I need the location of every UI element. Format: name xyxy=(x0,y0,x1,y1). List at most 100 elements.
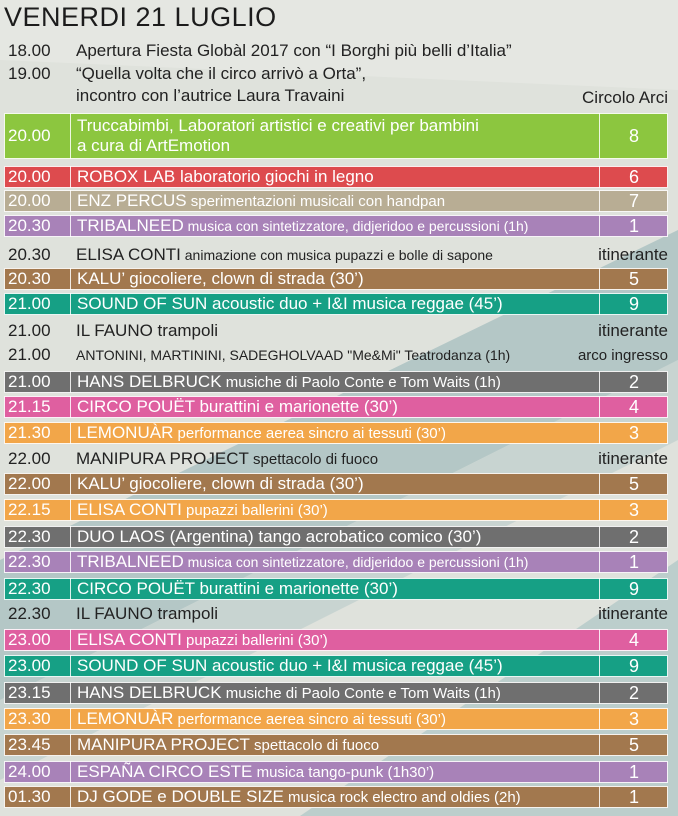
event-name: IL FAUNO trampoli xyxy=(76,604,219,623)
venue-number: 1 xyxy=(628,215,639,236)
event-description: HANS DELBRUCK musiche di Paolo Conte e T… xyxy=(70,682,600,704)
event-name: LEMONUÀR xyxy=(77,423,174,442)
event-description: SOUND OF SUN acoustic duo + I&I musica r… xyxy=(70,655,600,677)
event-detail: musica tango-punk (1h30’) xyxy=(252,764,435,781)
event-time: 20.00 xyxy=(8,126,51,145)
event-time: 18.00 xyxy=(8,41,51,60)
event-name: ROBOX LAB laboratorio giochi in legno xyxy=(77,167,374,186)
event-description: HANS DELBRUCK musiche di Paolo Conte e T… xyxy=(70,371,600,393)
venue-number: 1 xyxy=(628,761,639,782)
event-name: TRIBALNEED xyxy=(77,216,184,235)
event-name: DUO LAOS (Argentina) tango acrobatico co… xyxy=(77,527,482,546)
event-description: MANIPURA PROJECT spettacolo di fuoco xyxy=(70,734,600,756)
schedule-row: 21.00 SOUND OF SUN acoustic duo + I&I mus… xyxy=(4,293,668,315)
schedule-row: 22.30 CIRCO POUËT burattini e marionette … xyxy=(4,578,668,600)
event-time: 21.00 xyxy=(8,294,51,313)
event-time: 21.00 xyxy=(8,345,51,364)
venue-number: 9 xyxy=(628,655,639,676)
event-description: TRIBALNEED musica con sintetizzatore, di… xyxy=(70,215,600,237)
schedule-row: 22.30 IL FAUNO trampoli itinerante xyxy=(4,603,668,625)
event-description: ELISA CONTI pupazzi ballerini (30’) xyxy=(70,499,600,521)
event-time: 20.00 xyxy=(8,191,51,210)
venue-number: 4 xyxy=(628,629,639,650)
schedule-row: 22.15 ELISA CONTI pupazzi ballerini (30’)… xyxy=(4,499,668,521)
schedule-row: 21.00 ANTONINI, MARTININI, SADEGHOLVAAD "… xyxy=(4,344,668,366)
event-detail: musica con sintetizzatore, didjeridoo e … xyxy=(183,554,529,570)
venue-label: itinerante xyxy=(598,449,668,468)
venue-number: 5 xyxy=(628,268,639,289)
event-name: ESPAÑA CIRCO ESTE xyxy=(77,762,253,781)
venue-label: itinerante xyxy=(598,604,668,623)
venue-number: 2 xyxy=(628,682,639,703)
event-name: ELISA CONTI xyxy=(77,630,182,649)
schedule-row: 21.00 HANS DELBRUCK musiche di Paolo Cont… xyxy=(4,371,668,393)
event-time: 22.30 xyxy=(8,552,51,571)
event-time: 20.30 xyxy=(8,269,51,288)
venue-label: itinerante xyxy=(598,321,668,340)
event-description: ANTONINI, MARTININI, SADEGHOLVAAD "Me&Mi… xyxy=(70,344,668,366)
venue-number: 9 xyxy=(628,293,639,314)
event-name: LEMONUÀR xyxy=(77,709,174,728)
event-time: 22.15 xyxy=(8,500,51,519)
event-time: 22.30 xyxy=(8,579,51,598)
event-description: SOUND OF SUN acoustic duo + I&I musica r… xyxy=(70,293,600,315)
schedule-row: 20.30 KALU’ giocoliere, clown di strada (… xyxy=(4,268,668,290)
event-name: Truccabimbi, Laboratori artistici e crea… xyxy=(77,116,479,135)
event-time: 20.00 xyxy=(8,167,51,186)
event-description: TRIBALNEED musica con sintetizzatore, di… xyxy=(70,551,600,573)
event-description: KALU’ giocoliere, clown di strada (30’) xyxy=(70,473,600,495)
venue-number: 7 xyxy=(628,190,639,211)
event-time: 01.30 xyxy=(8,787,51,806)
event-name: ENZ PERCUS xyxy=(77,191,187,210)
venue-number: 1 xyxy=(628,551,639,572)
venue-number: 5 xyxy=(628,473,639,494)
event-description: ELISA CONTI pupazzi ballerini (30’) xyxy=(70,629,600,651)
event-description: CIRCO POUËT burattini e marionette (30’) xyxy=(70,396,600,418)
venue-label: arco ingresso xyxy=(577,346,668,364)
event-name: MANIPURA PROJECT xyxy=(76,449,249,468)
schedule-row: 22.00 KALU’ giocoliere, clown di strada (… xyxy=(4,473,668,495)
event-time: 21.00 xyxy=(8,372,51,391)
event-name: ELISA CONTI xyxy=(77,500,182,519)
event-description: DUO LAOS (Argentina) tango acrobatico co… xyxy=(70,526,600,548)
event-name: IL FAUNO trampoli xyxy=(76,321,219,340)
event-name: ANTONINI, MARTININI, SADEGHOLVAAD "Me&Mi… xyxy=(76,347,511,363)
venue-number: 3 xyxy=(628,708,639,729)
event-time: 21.00 xyxy=(8,321,51,340)
event-time: 20.30 xyxy=(8,245,51,264)
event-name: SOUND OF SUN acoustic duo + I&I musica r… xyxy=(77,294,503,313)
venue-number: 8 xyxy=(628,125,639,146)
schedule-row: 23.00 SOUND OF SUN acoustic duo + I&I mus… xyxy=(4,655,668,677)
event-description: ESPAÑA CIRCO ESTE musica tango-punk (1h3… xyxy=(70,761,600,783)
event-name: KALU’ giocoliere, clown di strada (30’) xyxy=(77,474,364,493)
event-name: CIRCO POUËT burattini e marionette (30’) xyxy=(77,397,398,416)
venue-label: Circolo Arci xyxy=(582,88,668,107)
schedule-row: 20.00 ROBOX LAB laboratorio giochi in leg… xyxy=(4,166,668,188)
venue-number: 4 xyxy=(628,396,639,417)
schedule-row: 21.00 IL FAUNO trampoli itinerante xyxy=(4,320,668,342)
event-time: 21.30 xyxy=(8,423,51,442)
event-detail: performance aerea sincro ai tessuti (30’… xyxy=(173,711,446,728)
schedule-row: 01.30 DJ GODE e DOUBLE SIZE musica rock e… xyxy=(4,786,668,808)
event-name: HANS DELBRUCK xyxy=(77,683,222,702)
schedule-row: 23.15 HANS DELBRUCK musiche di Paolo Cont… xyxy=(4,682,668,704)
event-time: 23.15 xyxy=(8,683,51,702)
event-time: 20.30 xyxy=(8,216,51,235)
schedule-row: 18.00 Apertura Fiesta Globàl 2017 con “I … xyxy=(4,40,668,62)
event-name: “Quella volta che il circo arrivò a Orta… xyxy=(76,64,367,83)
event-detail: pupazzi ballerini (30’) xyxy=(181,632,328,649)
schedule-row: 20.00 ENZ PERCUS sperimentazioni musicali… xyxy=(4,190,668,212)
schedule-row: 23.00 ELISA CONTI pupazzi ballerini (30’)… xyxy=(4,629,668,651)
venue-number: 5 xyxy=(628,734,639,755)
schedule-row: 23.45 MANIPURA PROJECT spettacolo di fuoc… xyxy=(4,734,668,756)
event-detail: musica con sintetizzatore, didjeridoo e … xyxy=(183,218,529,234)
event-description: DJ GODE e DOUBLE SIZE musica rock electr… xyxy=(70,786,600,808)
event-time: 24.00 xyxy=(8,762,51,781)
event-name: DJ GODE e DOUBLE SIZE xyxy=(77,787,284,806)
event-time: 23.00 xyxy=(8,630,51,649)
event-name: HANS DELBRUCK xyxy=(77,372,222,391)
schedule-row: 21.30 LEMONUÀR performance aerea sincro a… xyxy=(4,422,668,444)
venue-number: 9 xyxy=(628,578,639,599)
schedule-row: 20.00 Truccabimbi, Laboratori artistici e… xyxy=(4,113,668,159)
